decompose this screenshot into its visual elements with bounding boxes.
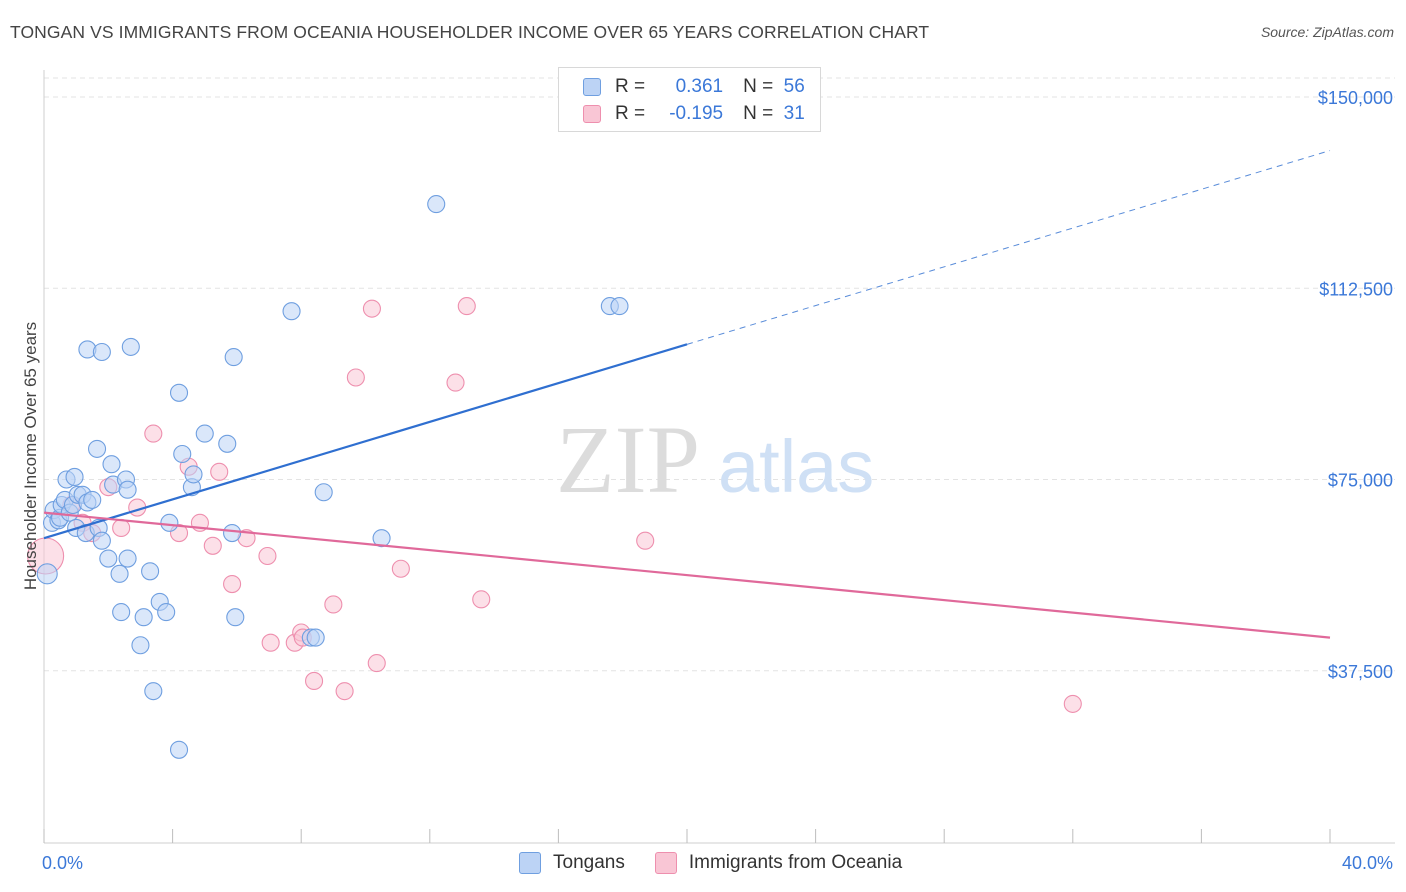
y-tick-label: $150,000	[1318, 88, 1393, 108]
watermark-zip: ZIP	[556, 406, 700, 513]
point-tongans	[173, 444, 192, 464]
legend-swatch-pink	[583, 105, 601, 123]
point-tongans	[427, 195, 446, 214]
y-axis-label: Householder Income Over 65 years	[21, 322, 40, 590]
x-tick-label-max: 40.0%	[1342, 853, 1393, 873]
point-tongans	[118, 480, 137, 499]
point-tongans	[92, 342, 111, 362]
series-tongans	[36, 195, 629, 759]
watermark: ZIP atlas	[556, 406, 874, 513]
point-tongans	[314, 483, 333, 502]
point-tongans	[112, 603, 131, 622]
y-tick-label: $37,500	[1328, 662, 1393, 682]
legend-r-value: 0.361	[675, 76, 724, 97]
watermark-atlas: atlas	[718, 425, 874, 508]
source-label: Source: ZipAtlas.com	[1260, 24, 1394, 40]
point-oceania	[346, 368, 365, 387]
point-tongans	[184, 465, 203, 484]
series-immigrants-from-oceania	[27, 297, 1082, 713]
series-legend-swatch-pink	[654, 852, 677, 874]
legend-r-label: R =	[615, 103, 646, 124]
point-tongans	[65, 467, 84, 487]
trend-line-tongans	[43, 343, 688, 540]
point-tongans	[134, 608, 153, 627]
point-tongans	[160, 513, 179, 532]
grid-lines	[44, 77, 1395, 672]
legend-row-tongans: R = 0.361 N = 56	[583, 75, 815, 99]
series-legend-label: Tongans	[553, 852, 625, 873]
point-tongans	[118, 549, 137, 568]
trend-lines	[43, 150, 1331, 639]
point-tongans	[282, 302, 301, 321]
point-tongans	[102, 455, 121, 474]
x-tick-label-min: 0.0%	[42, 853, 83, 873]
series-legend-label: Immigrants from Oceania	[688, 852, 903, 873]
legend-row-oceania: R = -0.195 N = 31	[583, 102, 815, 126]
point-oceania	[112, 518, 131, 538]
point-tongans	[83, 490, 102, 509]
point-oceania	[258, 546, 277, 566]
point-oceania	[457, 297, 476, 316]
point-tongans	[141, 562, 160, 581]
point-tongans	[226, 608, 245, 627]
point-oceania	[636, 531, 655, 550]
point-oceania	[223, 574, 242, 594]
point-oceania	[446, 373, 465, 392]
legend-n-label: N =	[743, 76, 774, 97]
y-tick-label: $75,000	[1328, 471, 1393, 491]
point-tongans	[144, 682, 163, 701]
point-oceania	[305, 671, 324, 691]
x-tick-labels: 0.0% 40.0%	[42, 853, 1393, 873]
series-legend-item-oceania[interactable]: Immigrants from Oceania	[654, 852, 903, 874]
legend-r-label: R =	[615, 76, 646, 97]
point-tongans	[99, 549, 118, 568]
point-tongans	[157, 603, 176, 622]
trend-line-tongans-extension	[686, 150, 1331, 345]
point-oceania	[472, 590, 491, 609]
trend-line-oceania	[43, 511, 1331, 639]
point-tongans	[610, 297, 629, 316]
point-tongans	[372, 529, 391, 548]
legend-swatch-blue	[583, 78, 601, 96]
point-tongans	[195, 424, 214, 443]
point-oceania	[144, 424, 163, 443]
series-legend-swatch-blue	[519, 852, 541, 874]
point-oceania	[1063, 694, 1082, 713]
point-oceania	[335, 682, 354, 701]
y-tick-label: $112,500	[1319, 279, 1393, 299]
stats-legend: R = 0.361 N = 56 R = -0.195 N = 31	[558, 67, 821, 132]
point-tongans	[169, 383, 189, 402]
axes	[43, 70, 1395, 844]
point-tongans	[92, 531, 111, 550]
point-tongans	[87, 439, 107, 458]
point-tongans	[131, 636, 150, 655]
legend-n-value: 56	[783, 76, 805, 97]
point-tongans	[36, 563, 58, 585]
series-legend: Tongans Immigrants from Oceania	[519, 852, 932, 874]
point-oceania	[362, 299, 381, 318]
point-oceania	[210, 462, 229, 481]
point-oceania	[324, 595, 343, 614]
point-tongans	[169, 740, 189, 759]
point-oceania	[203, 536, 222, 555]
point-oceania	[261, 633, 280, 652]
point-tongans	[223, 523, 242, 543]
point-tongans	[121, 337, 140, 356]
chart-title: TONGAN VS IMMIGRANTS FROM OCEANIA HOUSEH…	[10, 22, 930, 42]
legend-n-label: N =	[743, 103, 774, 124]
y-tick-labels: $37,500 $75,000 $112,500 $150,000	[1318, 88, 1393, 682]
point-oceania	[367, 654, 386, 673]
point-tongans	[306, 628, 325, 647]
legend-n-value: 31	[783, 103, 805, 124]
point-tongans	[224, 348, 243, 367]
series-legend-item-tongans[interactable]: Tongans	[519, 852, 625, 874]
point-oceania	[391, 559, 410, 578]
legend-r-value: -0.195	[669, 103, 724, 124]
point-tongans	[218, 434, 237, 453]
point-tongans	[110, 564, 129, 583]
